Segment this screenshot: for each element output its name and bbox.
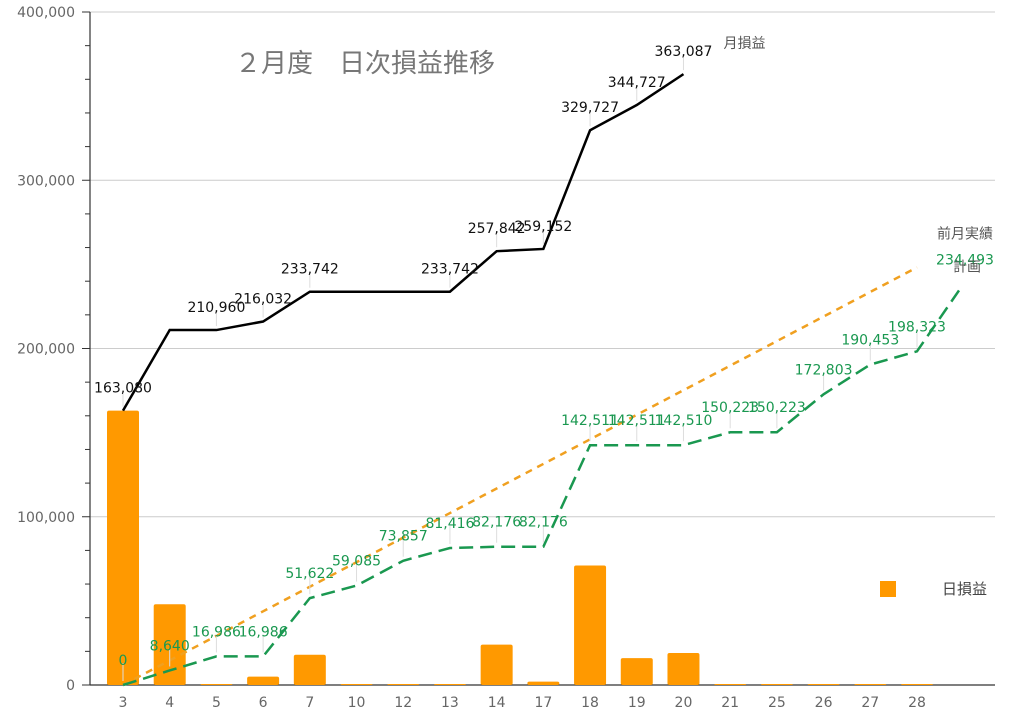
x-tick-label: 19 (628, 695, 646, 711)
daily-bar (574, 565, 607, 685)
daily-bar (200, 684, 233, 685)
x-tick-label: 21 (721, 695, 739, 711)
previous-month-data-label: 0 (119, 653, 128, 669)
previous-month-data-label: 82,176 (472, 515, 521, 531)
plan-line (122, 266, 918, 687)
x-tick-label: 18 (581, 695, 599, 711)
monthly-data-label: 363,087 (655, 44, 713, 60)
previous-month-data-label: 234,493 (936, 252, 994, 268)
previous-month-data-label: 73,857 (379, 529, 428, 545)
x-tick-label: 27 (861, 695, 879, 711)
x-tick-label: 7 (305, 695, 314, 711)
x-tick-label: 26 (815, 695, 833, 711)
x-tick-label: 10 (348, 695, 366, 711)
monthly-data-label: 329,727 (561, 100, 619, 116)
monthly-data-label: 259,152 (514, 219, 572, 235)
daily-bar (620, 658, 653, 685)
daily-bar (667, 653, 700, 685)
legend: 日損益 (880, 580, 987, 598)
monthly-data-label: 257,842 (468, 221, 526, 237)
x-tick-label: 13 (441, 695, 459, 711)
previous-month-data-label: 51,622 (285, 566, 334, 582)
daily-bar (854, 684, 887, 685)
previous-month-data-label: 16,986 (192, 624, 241, 640)
legend-label: 日損益 (942, 580, 987, 598)
previous-month-data-label: 142,511 (561, 413, 619, 429)
series-name-label: 計画 (953, 259, 981, 275)
daily-bar (340, 684, 373, 685)
monthly-data-label: 344,727 (608, 75, 666, 91)
y-tick-label: 100,000 (17, 510, 75, 526)
daily-bar (714, 684, 747, 685)
daily-bar (901, 684, 933, 685)
daily-bar (247, 676, 280, 685)
x-tick-label: 5 (212, 695, 221, 711)
previous-month-data-label: 82,176 (519, 515, 568, 531)
previous-month-data-label: 142,511 (608, 413, 666, 429)
previous-month-data-label: 59,085 (332, 554, 381, 570)
previous-month-data-label: 16,986 (239, 624, 288, 640)
y-tick-label: 200,000 (17, 342, 75, 358)
series-name-label: 前月実績 (937, 225, 993, 242)
daily-bar (760, 684, 793, 685)
y-tick-label: 300,000 (17, 173, 75, 189)
monthly-data-label: 233,742 (421, 262, 479, 278)
monthly-data-label: 210,960 (187, 300, 245, 316)
daily-bar (107, 410, 139, 685)
daily-bar (387, 684, 420, 685)
previous-month-data-label: 150,223 (701, 400, 759, 416)
daily-bar (293, 654, 326, 685)
daily-bar (433, 684, 466, 685)
series-lines (121, 73, 961, 687)
x-tick-label: 3 (119, 695, 128, 711)
daily-bars (107, 410, 933, 685)
x-tick-label: 25 (768, 695, 786, 711)
previous-month-data-label: 198,323 (888, 319, 946, 335)
y-tick-label: 400,000 (17, 5, 75, 21)
monthly-data-label: 163,080 (94, 381, 152, 397)
daily-bar (527, 681, 560, 685)
previous-month-data-label: 81,416 (425, 516, 474, 532)
x-tick-label: 14 (488, 695, 506, 711)
x-tick-label: 12 (394, 695, 412, 711)
monthly-data-label: 216,032 (234, 292, 292, 308)
monthly-data-label: 233,742 (281, 262, 339, 278)
previous-month-line (122, 289, 961, 687)
daily-bar (807, 684, 840, 685)
previous-month-data-label: 142,510 (655, 413, 713, 429)
y-tick-label: 0 (66, 678, 75, 694)
daily-bar (480, 644, 513, 685)
grid-lines (90, 11, 995, 518)
x-tick-label: 6 (259, 695, 268, 711)
previous-month-data-label: 8,640 (150, 638, 190, 654)
legend-swatch (880, 581, 896, 597)
x-tick-label: 20 (675, 695, 693, 711)
previous-month-data-label: 150,223 (748, 400, 806, 416)
chart-title: ２月度 日次損益推移 (235, 49, 495, 79)
previous-month-data-label: 190,453 (841, 333, 899, 349)
x-tick-label: 4 (165, 695, 174, 711)
x-tick-label: 17 (534, 695, 552, 711)
x-tick-label: 28 (908, 695, 926, 711)
previous-month-data-label: 172,803 (795, 362, 853, 378)
monthly-line (121, 73, 685, 412)
series-name-label: 月損益 (723, 36, 765, 52)
